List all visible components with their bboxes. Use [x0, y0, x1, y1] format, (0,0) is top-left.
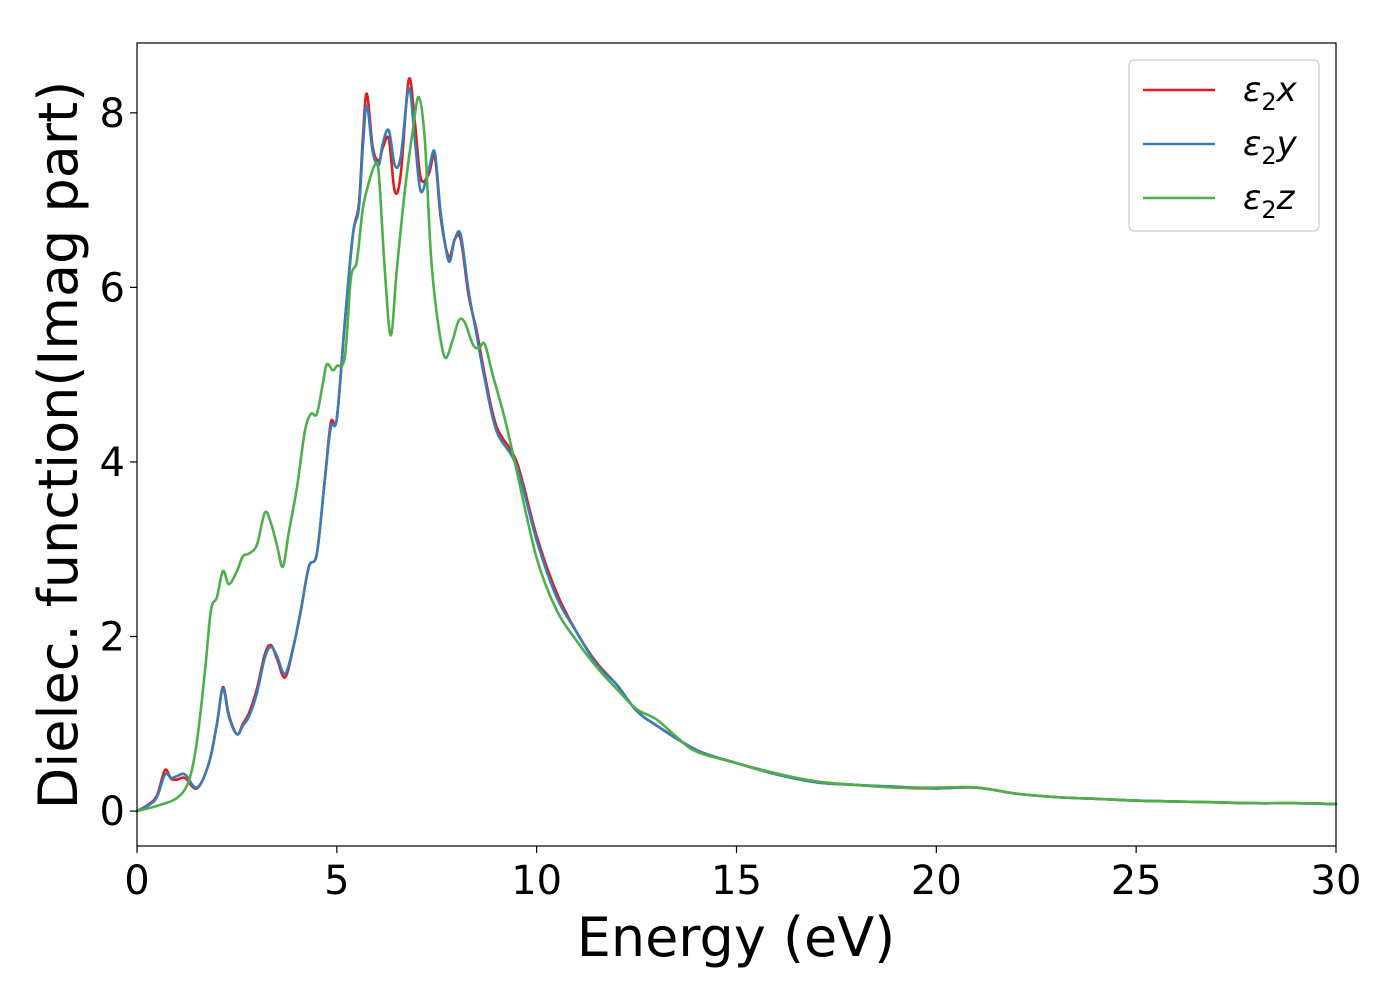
legend: ε2x ε2y ε2z	[1128, 59, 1320, 232]
y-axis-title: Dielec. function(Imag part)	[27, 81, 90, 810]
y-tick-label: 2	[100, 615, 125, 661]
x-tick-label: 10	[511, 858, 562, 904]
y-tick-label: 6	[100, 265, 125, 311]
x-tick-label: 0	[124, 858, 149, 904]
x-tick-label: 5	[324, 858, 349, 904]
series-layer	[135, 76, 1338, 813]
y-axis: 0 2 4 6 8	[100, 91, 137, 835]
y-tick-label: 0	[100, 789, 125, 835]
series-line-z	[135, 95, 1338, 813]
x-axis-title: Energy (eV)	[577, 906, 896, 969]
legend-box	[1128, 59, 1320, 232]
x-tick-label: 20	[911, 858, 962, 904]
legend-label-y: ε2y	[1243, 124, 1298, 170]
x-tick-label: 25	[1111, 858, 1162, 904]
x-tick-label: 15	[711, 858, 762, 904]
legend-label-x: ε2x	[1243, 70, 1298, 116]
x-tick-label: 30	[1311, 858, 1362, 904]
y-tick-label: 8	[100, 91, 125, 137]
y-tick-label: 4	[100, 440, 125, 486]
x-axis: 0 5 10 15 20 25 30	[124, 846, 1361, 904]
legend-label-z: ε2z	[1243, 178, 1296, 224]
